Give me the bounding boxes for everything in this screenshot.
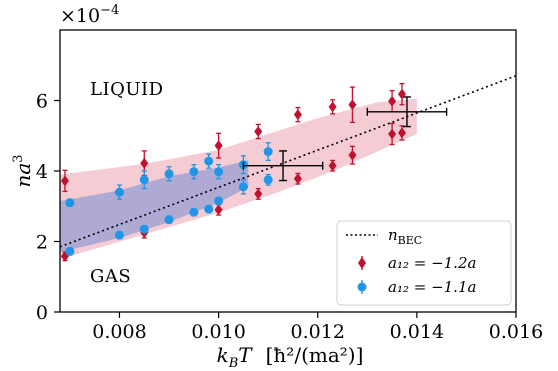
red-point-10: [328, 99, 337, 115]
legend: nBEC a₁₂ = −1.2a a₁₂ = −1.1a: [336, 220, 512, 306]
circle-marker: [114, 230, 124, 240]
y-tick-label: 2: [36, 232, 48, 254]
circle-marker: [189, 167, 199, 177]
blue-point-11: [204, 204, 214, 214]
blue-point-13: [214, 196, 224, 206]
red-point-6: [254, 123, 263, 140]
circle-marker: [214, 167, 224, 177]
legend-blue-label: a₁₂ = −1.1a: [388, 278, 476, 296]
y-axis-ticks: 0 2 4 6: [36, 91, 60, 324]
diamond-marker: [254, 126, 263, 138]
circle-marker: [65, 246, 75, 256]
red-point-0: [60, 169, 69, 193]
blue-point-8: [189, 164, 199, 180]
circle-marker: [114, 187, 124, 197]
blue-point-0: [65, 198, 75, 208]
diamond-marker: [214, 204, 223, 216]
x-axis-label: kBT [ħ²/(ma²)]: [217, 343, 364, 371]
red-point-12: [348, 86, 357, 124]
blue-point-16: [263, 142, 273, 162]
diamond-marker: [293, 109, 302, 121]
diamond-marker: [348, 149, 357, 161]
data-markers: [60, 82, 448, 262]
circle-marker: [263, 147, 273, 157]
diamond-marker: [328, 101, 337, 113]
blue-point-1: [65, 246, 75, 256]
y-tick-label: 0: [36, 302, 48, 324]
x-tick-label: 0.014: [390, 321, 444, 343]
diamond-marker: [214, 140, 223, 152]
blue-point-3: [114, 230, 124, 240]
x-tick-label: 0.008: [92, 321, 146, 343]
circle-marker: [139, 175, 149, 185]
blue-point-2: [114, 184, 124, 200]
diamond-marker: [388, 95, 397, 107]
blue-point-7: [164, 215, 174, 225]
x-axis-ticks: 0.008 0.010 0.012 0.014 0.016: [92, 312, 543, 343]
diamond-marker: [328, 160, 337, 172]
blue-point-10: [204, 153, 214, 169]
blue-point-15: [238, 179, 248, 195]
n-bec-line: [60, 75, 516, 248]
diamond-marker: [398, 127, 406, 139]
y-axis-label: na3: [11, 154, 35, 187]
diamond-marker: [398, 88, 406, 100]
blue-point-4: [139, 170, 149, 190]
red-point-8: [293, 106, 302, 123]
red-point-11: [328, 159, 337, 172]
diamond-marker: [60, 175, 69, 187]
diamond-marker: [140, 157, 149, 169]
red-point-5: [214, 203, 223, 216]
red-point-15: [388, 122, 397, 146]
legend-red-label: a₁₂ = −1.2a: [388, 254, 476, 272]
circle-marker: [65, 198, 75, 208]
circle-marker: [164, 215, 174, 225]
legend-box: [336, 220, 512, 306]
reference-crosshair-1: [366, 96, 448, 128]
circle-marker: [238, 182, 248, 192]
circle-marker: [189, 207, 199, 217]
red-point-9: [293, 172, 302, 185]
x-tick-label: 0.016: [489, 321, 543, 343]
liquid-label: LIQUID: [90, 79, 164, 100]
circle-marker: [204, 156, 214, 166]
circle-marker: [263, 175, 273, 185]
red-point-4: [214, 132, 223, 159]
legend-nbec-label: nBEC: [388, 226, 422, 247]
diamond-marker: [388, 128, 397, 140]
red-point-7: [254, 187, 263, 200]
red-point-17: [398, 125, 406, 141]
y-multiplier: ×10−4: [60, 3, 119, 27]
red-point-13: [348, 145, 357, 165]
blue-point-12: [214, 164, 224, 180]
gas-label: GAS: [90, 266, 131, 287]
n-bec-line-path: [60, 75, 516, 248]
blue-point-6: [164, 166, 174, 182]
x-tick-label: 0.010: [191, 321, 245, 343]
circle-marker: [139, 224, 149, 234]
diamond-marker: [254, 188, 263, 200]
legend-blue-swatch: [357, 280, 367, 294]
reference-crosshair-0: [242, 150, 324, 182]
circle-marker: [164, 169, 174, 179]
y-tick-label: 4: [36, 161, 48, 183]
y-tick-label: 6: [36, 91, 48, 113]
blue-point-5: [139, 224, 149, 234]
blue-point-9: [189, 207, 199, 217]
x-tick-label: 0.012: [291, 321, 345, 343]
diamond-marker: [293, 173, 302, 185]
legend-red-swatch: [358, 256, 366, 270]
diamond-marker: [348, 99, 357, 111]
circle-marker: [204, 204, 214, 214]
blue-point-17: [263, 173, 273, 186]
circle-marker: [214, 196, 224, 206]
